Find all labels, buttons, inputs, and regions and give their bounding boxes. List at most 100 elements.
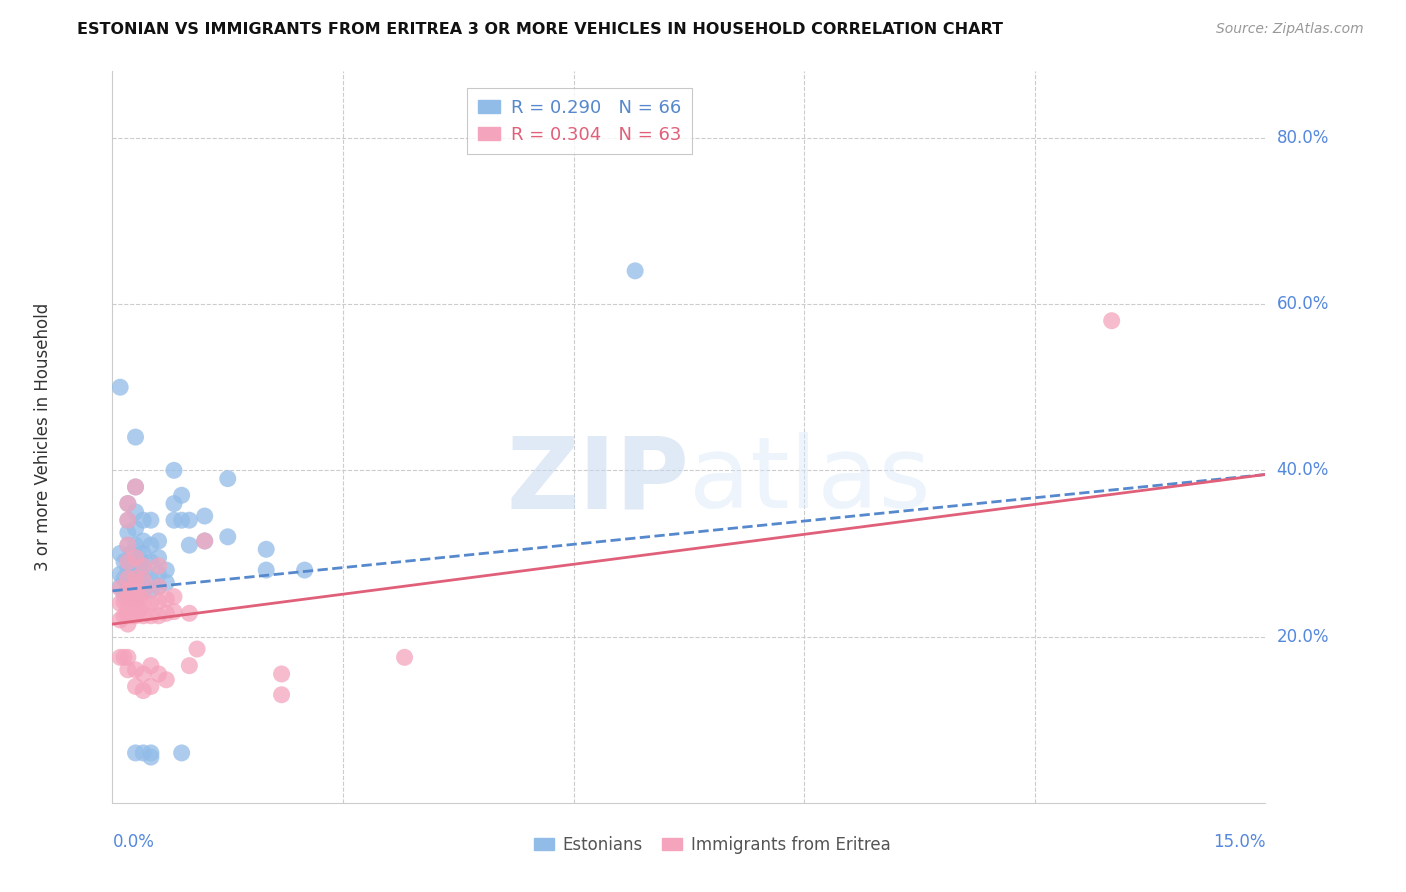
Point [139,608,162,623]
Point [112,571,135,585]
Point [121,583,143,598]
Point [170,746,193,760]
Point [1101,314,1123,328]
Point [117,513,139,527]
Point [117,513,139,527]
Point [124,521,146,535]
Point [124,663,146,677]
Point [117,650,139,665]
Point [124,571,146,585]
Text: 0.0%: 0.0% [112,833,155,851]
Point [148,558,170,573]
Point [155,592,177,607]
Point [121,571,143,585]
Point [132,573,155,587]
Point [108,582,131,596]
Point [108,596,131,610]
Point [117,538,139,552]
Point [124,580,146,594]
Point [128,603,150,617]
Point [217,472,239,486]
Point [254,563,277,577]
Point [139,680,162,694]
Point [112,650,135,665]
Point [121,608,143,623]
Point [294,563,316,577]
Text: atlas: atlas [689,433,931,530]
Point [148,594,170,608]
Point [128,590,150,604]
Point [163,590,186,604]
Point [112,608,135,623]
Point [132,583,155,598]
Point [139,746,162,760]
Point [139,513,162,527]
Point [132,558,155,573]
Point [148,608,170,623]
Point [108,650,131,665]
Point [194,533,217,548]
Point [139,555,162,569]
Point [132,608,155,623]
Point [254,542,277,557]
Point [124,746,146,760]
Point [139,538,162,552]
Point [148,580,170,594]
Point [148,567,170,582]
Point [124,555,146,569]
Point [132,746,155,760]
Point [163,497,186,511]
Point [186,642,208,657]
Point [139,750,162,764]
Point [124,608,146,623]
Point [124,596,146,610]
Point [155,563,177,577]
Point [155,575,177,590]
Legend: Estonians, Immigrants from Eritrea: Estonians, Immigrants from Eritrea [527,829,897,860]
Point [124,538,146,552]
Point [124,567,146,582]
Point [148,580,170,594]
Text: 60.0%: 60.0% [1277,295,1329,313]
Point [124,505,146,519]
Point [117,497,139,511]
Point [179,538,201,552]
Text: 20.0%: 20.0% [1277,628,1329,646]
Point [117,588,139,602]
Point [124,480,146,494]
Point [163,513,186,527]
Point [394,650,416,665]
Point [132,571,155,585]
Point [170,488,193,502]
Point [117,663,139,677]
Point [139,583,162,598]
Point [155,673,177,687]
Point [148,550,170,565]
Point [112,555,135,569]
Point [179,607,201,621]
Text: 15.0%: 15.0% [1213,833,1265,851]
Point [163,605,186,619]
Text: 3 or more Vehicles in Household: 3 or more Vehicles in Household [34,303,52,571]
Point [170,513,193,527]
Point [108,567,131,582]
Point [139,571,162,585]
Point [132,683,155,698]
Point [117,565,139,579]
Point [128,550,150,565]
Point [139,658,162,673]
Point [117,525,139,540]
Point [124,480,146,494]
Point [132,586,155,600]
Point [124,592,146,607]
Point [117,607,139,621]
Point [121,546,143,560]
Point [132,667,155,681]
Point [624,264,647,278]
Point [124,430,146,444]
Point [132,546,155,560]
Point [121,592,143,607]
Point [128,575,150,590]
Point [132,558,155,573]
Point [132,598,155,612]
